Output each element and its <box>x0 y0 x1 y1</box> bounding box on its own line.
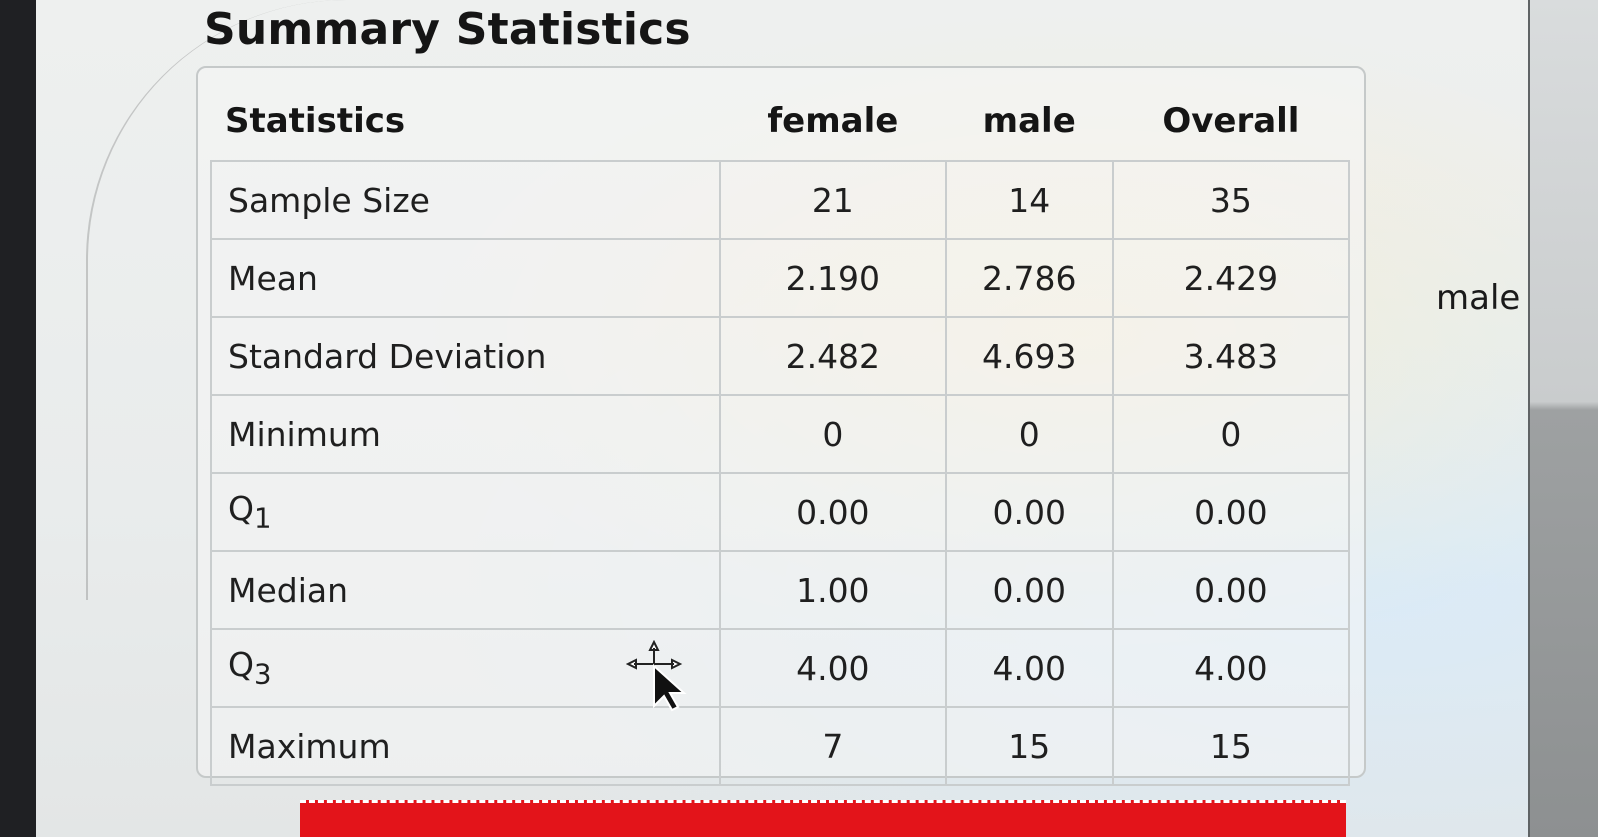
cell-male: 14 <box>944 160 1114 240</box>
row-label: Standard Deviation <box>210 316 721 396</box>
cell-female: 0.00 <box>719 472 947 552</box>
table-header-row: Statistics female male Overall <box>211 82 1349 162</box>
decorative-arc <box>86 0 348 600</box>
cell-overall: 35 <box>1111 160 1351 240</box>
cell-female: 2.190 <box>719 238 947 318</box>
table-row: Median 1.00 0.00 0.00 <box>210 550 1351 630</box>
table-row: Minimum 0 0 0 <box>210 394 1351 474</box>
side-legend-label: male <box>1436 278 1521 318</box>
cell-overall: 0.00 <box>1111 472 1351 552</box>
row-label: Maximum <box>210 706 721 786</box>
cell-male: 0.00 <box>944 550 1114 630</box>
cell-overall: 0.00 <box>1111 550 1351 630</box>
header-female[interactable]: female <box>720 82 946 162</box>
row-label: Q1 <box>210 472 721 552</box>
row-label: Minimum <box>210 394 721 474</box>
monitor-bezel-left <box>0 0 36 837</box>
page-title: Summary Statistics <box>204 4 691 55</box>
row-label-subscript: 1 <box>253 502 272 535</box>
cell-overall: 0 <box>1111 394 1351 474</box>
row-label-text: Q <box>228 489 254 529</box>
alert-bar[interactable] <box>300 800 1346 837</box>
cell-female: 0 <box>719 394 947 474</box>
table-row: Q3 4.00 4.00 4.00 <box>210 628 1351 708</box>
cell-female: 7 <box>719 706 947 786</box>
header-statistics[interactable]: Statistics <box>211 82 720 162</box>
row-label: Sample Size <box>210 160 721 240</box>
cell-male: 0 <box>944 394 1114 474</box>
summary-statistics-table: Statistics female male Overall Sample Si… <box>210 82 1351 786</box>
table-row: Maximum 7 15 15 <box>210 706 1351 786</box>
cell-female: 1.00 <box>719 550 947 630</box>
cell-overall: 15 <box>1111 706 1351 786</box>
cell-female: 21 <box>719 160 947 240</box>
table-row: Standard Deviation 2.482 4.693 3.483 <box>210 316 1351 396</box>
cell-female: 4.00 <box>719 628 947 708</box>
move-cursor-icon <box>626 640 687 712</box>
row-label: Median <box>210 550 721 630</box>
cell-female: 2.482 <box>719 316 947 396</box>
row-label-subscript: 3 <box>253 658 272 691</box>
table-row: Mean 2.190 2.786 2.429 <box>210 238 1351 318</box>
row-label: Mean <box>210 238 721 318</box>
cell-male: 2.786 <box>944 238 1114 318</box>
cell-overall: 3.483 <box>1111 316 1351 396</box>
side-panel <box>1528 0 1598 837</box>
cell-overall: 2.429 <box>1111 238 1351 318</box>
cell-male: 0.00 <box>944 472 1114 552</box>
table-row: Sample Size 21 14 35 <box>210 160 1351 240</box>
header-overall[interactable]: Overall <box>1112 82 1349 162</box>
cell-overall: 4.00 <box>1111 628 1351 708</box>
cell-male: 4.693 <box>944 316 1114 396</box>
row-label-text: Q <box>228 645 254 685</box>
cell-male: 4.00 <box>944 628 1114 708</box>
cell-male: 15 <box>944 706 1114 786</box>
table-row: Q1 0.00 0.00 0.00 <box>210 472 1351 552</box>
header-male[interactable]: male <box>945 82 1113 162</box>
